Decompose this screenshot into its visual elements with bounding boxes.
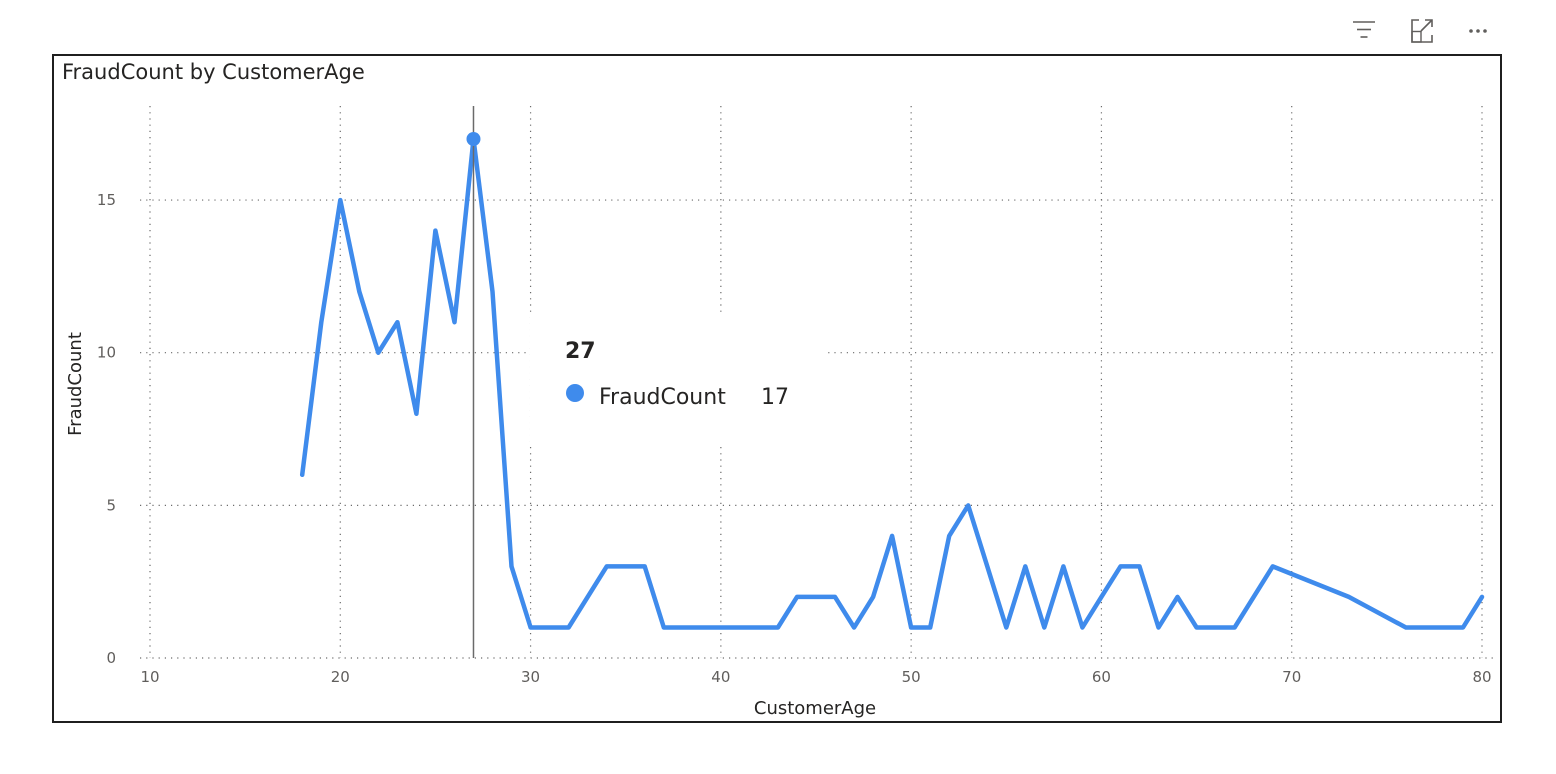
- series-line-fraudcount[interactable]: [299, 136, 1485, 630]
- x-axis-ticks: 10 20 30 40 50 60 70 80: [140, 668, 1491, 686]
- hover-layer: [466, 106, 481, 658]
- tooltip-series-label: FraudCount: [599, 385, 726, 410]
- y-axis-ticks: 0 5 10 15: [97, 191, 116, 667]
- x-tick-label: 50: [902, 668, 921, 686]
- x-tick-label: 70: [1282, 668, 1301, 686]
- chart-title: FraudCount by CustomerAge: [62, 60, 365, 84]
- x-tick-label: 30: [521, 668, 540, 686]
- x-tick-label: 10: [140, 668, 159, 686]
- chart-canvas: FraudCount by CustomerAge 0 5 10 15 10 20 30 4…: [62, 60, 1494, 719]
- series-layer: [299, 136, 1485, 630]
- tooltip-title: 27: [565, 339, 596, 364]
- tooltip-box: [530, 314, 826, 444]
- filter-icon[interactable]: [1346, 14, 1382, 48]
- x-tick-label: 40: [711, 668, 730, 686]
- x-tick-label: 20: [331, 668, 350, 686]
- tooltip: 27 FraudCount 17: [565, 339, 789, 410]
- tooltip-value: 17: [761, 385, 789, 410]
- y-tick-label: 10: [97, 344, 116, 362]
- y-tick-label: 5: [106, 496, 116, 514]
- tooltip-background: [530, 314, 826, 444]
- y-tick-label: 15: [97, 191, 116, 209]
- line-chart-visual[interactable]: FraudCount by CustomerAge 0 5 10 15 10 20 30 4…: [52, 54, 1502, 723]
- hover-data-point[interactable]: [466, 132, 481, 146]
- x-tick-label: 80: [1472, 668, 1491, 686]
- more-options-icon[interactable]: [1460, 14, 1496, 48]
- y-tick-label: 0: [106, 649, 116, 667]
- focus-mode-icon[interactable]: [1404, 14, 1440, 48]
- x-axis-title: CustomerAge: [754, 698, 876, 719]
- x-tick-label: 60: [1092, 668, 1111, 686]
- tooltip-legend-dot: [566, 384, 584, 402]
- visual-header-toolbar: [1340, 14, 1510, 48]
- y-axis-title: FraudCount: [65, 332, 86, 436]
